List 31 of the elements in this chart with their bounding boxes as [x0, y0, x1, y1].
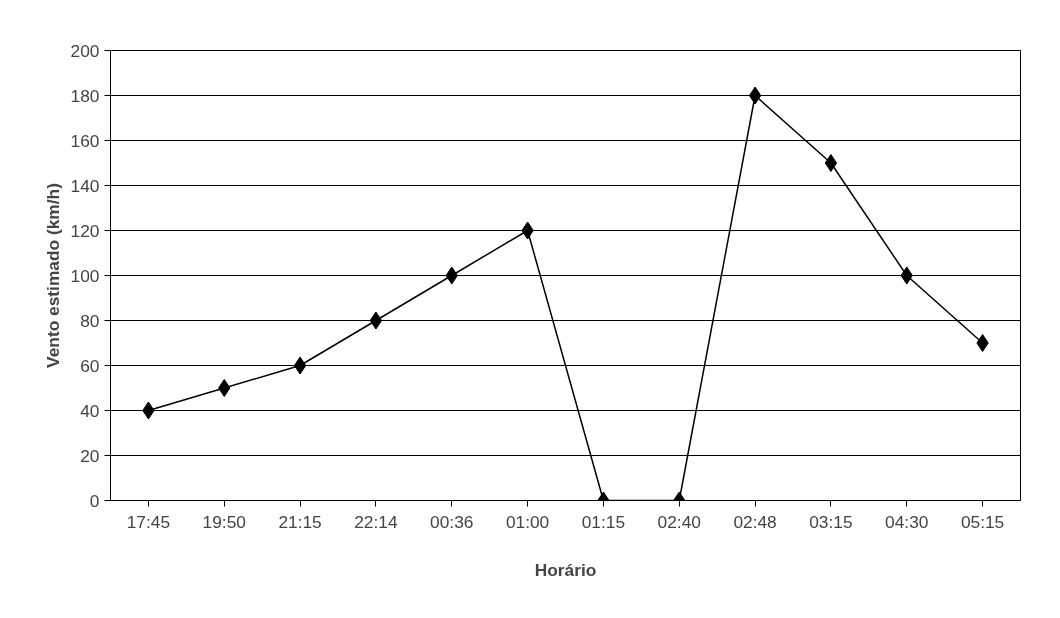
y-axis-title: Vento estimado (km/h) — [42, 183, 63, 368]
y-tick-label: 0 — [89, 490, 100, 511]
y-tick-label: 80 — [80, 310, 100, 331]
x-tick-label: 02:48 — [733, 511, 777, 532]
y-tick-label: 140 — [70, 175, 100, 196]
point — [369, 311, 383, 330]
x-tick-label: 05:15 — [960, 511, 1005, 532]
y-tick-label: 20 — [80, 445, 100, 466]
point — [976, 334, 989, 352]
y-tick-label: 160 — [70, 130, 100, 151]
x-tick-label: 19:50 — [202, 511, 246, 532]
point — [293, 356, 307, 375]
y-tick-label: 120 — [70, 220, 100, 241]
x-tick-label: 17:45 — [126, 511, 171, 532]
y-tick-label: 180 — [70, 85, 100, 106]
point — [748, 86, 762, 105]
point — [218, 379, 231, 397]
x-tick-label: 03:15 — [809, 511, 853, 532]
x-axis-title: Horário — [534, 559, 597, 580]
x-tick-label: 22:14 — [354, 511, 398, 532]
x-tick-label: 01:00 — [505, 511, 550, 532]
x-tick-label: 04:30 — [885, 511, 929, 532]
point — [824, 154, 838, 172]
x-tick-label: 02:40 — [657, 511, 701, 532]
y-tick-label: 100 — [70, 265, 100, 286]
x-tick-label: 21:15 — [278, 511, 322, 532]
y-tick-label: 200 — [70, 40, 100, 61]
x-tick-label: 00:36 — [430, 511, 474, 532]
y-tick-label: 60 — [80, 355, 100, 376]
x-tick-label: 01:15 — [581, 511, 626, 532]
y-tick-label: 40 — [80, 400, 100, 421]
